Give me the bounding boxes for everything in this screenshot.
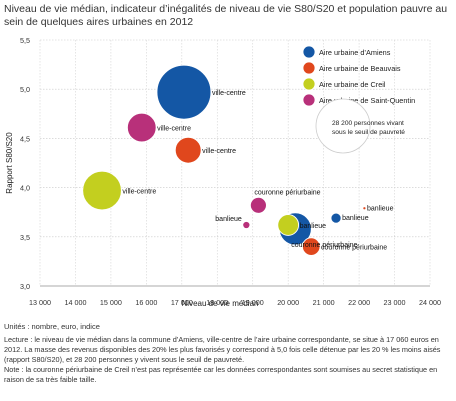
legend-label: Aire urbaine de Saint-Quentin bbox=[319, 96, 415, 105]
legend: Aire urbaine d’Amiens Aire urbaine de Bea… bbox=[302, 45, 415, 154]
x-tick-label: 14 000 bbox=[64, 298, 86, 307]
y-tick-label: 5,0 bbox=[20, 85, 30, 94]
y-tick-label: 4,5 bbox=[20, 134, 30, 143]
reading-note: Lecture : le niveau de vie médian dans l… bbox=[4, 335, 441, 364]
x-tick-label: 22 000 bbox=[348, 298, 370, 307]
legend-label: Aire urbaine d’Amiens bbox=[319, 48, 391, 57]
x-tick-label: 21 000 bbox=[313, 298, 335, 307]
axes: 3,0 3,5 4,0 4,5 5,0 5,5 13 000 14 000 15 000 16 0… bbox=[5, 36, 441, 308]
legend-swatch bbox=[302, 93, 316, 107]
y-tick-label: 3,5 bbox=[20, 233, 30, 242]
units-note: Unités : nombre, euro, indice bbox=[4, 322, 100, 331]
x-tick-label: 17 000 bbox=[171, 298, 193, 307]
x-tick-label: 24 000 bbox=[419, 298, 441, 307]
legend-label: Aire urbaine de Creil bbox=[319, 80, 386, 89]
legend-swatch bbox=[302, 61, 316, 75]
creil-note: Note : la couronne périurbaine de Creil … bbox=[4, 365, 438, 384]
footnotes: Lecture : le niveau de vie médian dans l… bbox=[4, 335, 452, 385]
x-tick-label: 15 000 bbox=[100, 298, 122, 307]
bubble bbox=[174, 136, 202, 164]
legend-swatch bbox=[302, 77, 316, 91]
size-legend-bubble bbox=[315, 98, 371, 154]
x-tick-label: 23 000 bbox=[384, 298, 406, 307]
bubble bbox=[330, 212, 342, 224]
bubble-label: couronne périurbaine bbox=[321, 245, 387, 252]
x-tick-label: 13 000 bbox=[29, 298, 51, 307]
bubbles bbox=[82, 64, 367, 256]
size-legend-label: sous le seuil de pauvreté bbox=[332, 129, 405, 136]
bubble bbox=[82, 170, 122, 211]
bubble bbox=[156, 64, 212, 120]
bubble-labels: ville-centre couronne périurbaine banlieue… bbox=[122, 90, 393, 251]
bubble-label: banlieue bbox=[342, 215, 369, 222]
bubble bbox=[249, 196, 267, 214]
y-tick-label: 4,0 bbox=[20, 184, 30, 193]
bubble-label: ville-centre bbox=[157, 126, 191, 133]
bubble-label: ville-centre bbox=[122, 189, 156, 196]
x-tick-label: 19 000 bbox=[242, 298, 264, 307]
grid-lines bbox=[39, 39, 431, 287]
legend-label: Aire urbaine de Beauvais bbox=[319, 64, 401, 73]
bubble-label: ville-centre bbox=[202, 148, 236, 155]
y-tick-label: 5,5 bbox=[20, 36, 30, 45]
y-axis-label: Rapport S80/S20 bbox=[5, 132, 14, 194]
bubble bbox=[126, 112, 157, 143]
x-tick-label: 20 000 bbox=[277, 298, 299, 307]
bubble bbox=[242, 220, 251, 230]
bubble bbox=[277, 214, 300, 236]
legend-swatch bbox=[302, 45, 316, 59]
x-tick-label: 16 000 bbox=[135, 298, 157, 307]
x-axis-label: Niveau de vie médian bbox=[182, 299, 259, 308]
bubble-label: couronne périurbaine bbox=[291, 242, 357, 249]
bubble-label: banlieue bbox=[215, 216, 242, 223]
bubble-label: couronne périurbaine bbox=[254, 189, 320, 196]
bubble-label: banlieue bbox=[300, 223, 327, 230]
bubble bbox=[362, 206, 367, 211]
bubble-label: ville-centre bbox=[212, 90, 246, 97]
size-legend-label: 28 200 personnes vivant bbox=[332, 120, 404, 127]
y-tick-label: 3,0 bbox=[20, 282, 30, 291]
chart-title: Niveau de vie médian, indicateur d’inéga… bbox=[4, 3, 448, 28]
bubble-label: banlieue bbox=[367, 205, 394, 212]
bubble-chart: 3,0 3,5 4,0 4,5 5,0 5,5 13 000 14 000 15 000 16 0… bbox=[5, 36, 441, 308]
x-tick-label: 18 000 bbox=[206, 298, 228, 307]
bubble bbox=[301, 237, 321, 256]
